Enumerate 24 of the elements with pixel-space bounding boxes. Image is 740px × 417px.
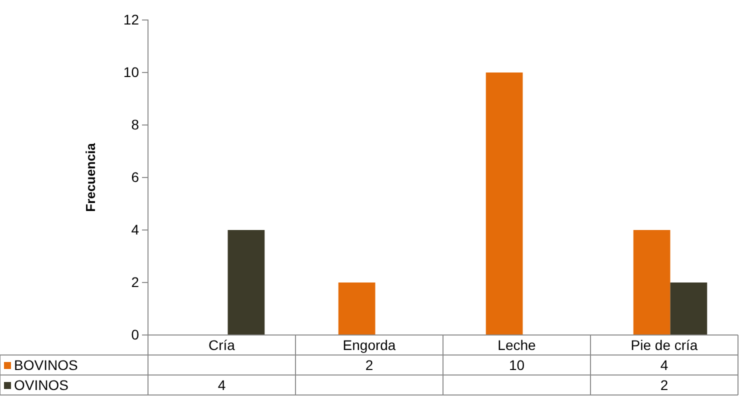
x-tick-label: Cría — [208, 337, 236, 353]
bar — [228, 230, 265, 335]
x-tick-label: Pie de cría — [630, 337, 698, 353]
x-tick-label: Leche — [498, 337, 536, 353]
data-label: 10 — [508, 357, 525, 373]
legend-label: BOVINOS — [14, 357, 78, 373]
y-tick-label: 4 — [131, 221, 140, 238]
y-tick-label: 10 — [123, 64, 140, 80]
data-label: 2 — [365, 357, 374, 373]
bar — [633, 230, 670, 335]
y-tick-label: 0 — [131, 326, 140, 342]
data-label: 4 — [660, 357, 668, 373]
bar — [670, 282, 708, 335]
x-tick-label: Engorda — [342, 337, 396, 353]
legend-label: OVINOS — [14, 377, 68, 393]
bar — [338, 282, 376, 335]
y-tick-label: 12 — [123, 11, 140, 28]
data-label: 2 — [660, 377, 668, 393]
data-label: 4 — [218, 377, 226, 393]
bar — [486, 72, 523, 335]
y-tick-label: 2 — [131, 274, 140, 290]
y-tick-label: 6 — [131, 168, 140, 185]
y-axis-title: Frecuencia — [83, 142, 98, 212]
y-tick-label: 8 — [131, 116, 140, 132]
